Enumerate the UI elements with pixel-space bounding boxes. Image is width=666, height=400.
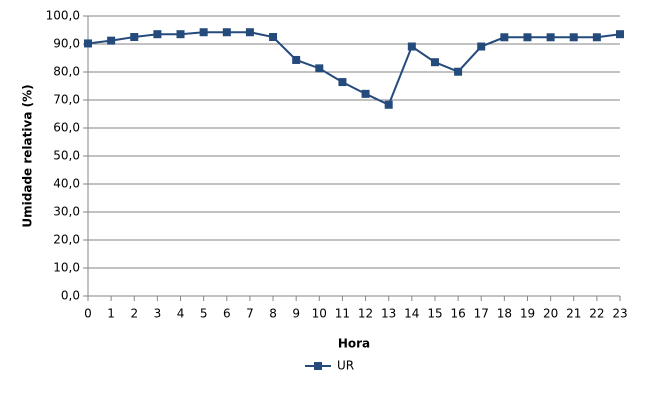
point-marker [500,33,509,42]
x-tick-label: 8 [269,307,277,321]
x-tick-label: 7 [246,307,254,321]
point-marker [546,33,555,42]
point-marker [338,78,347,87]
y-tick-label: 50,0 [53,149,80,163]
y-tick-label: 10,0 [53,261,80,275]
x-tick-label: 15 [427,307,442,321]
point-marker [222,28,231,37]
point-marker [384,100,393,109]
y-tick-label: 60,0 [53,121,80,135]
x-tick-label: 10 [312,307,327,321]
x-tick-label: 16 [450,307,465,321]
x-tick-label: 19 [520,307,535,321]
y-tick-label: 30,0 [53,205,80,219]
point-marker [269,33,278,41]
x-tick-label: 12 [358,307,373,321]
point-marker [107,36,116,45]
x-tick-label: 1 [107,307,115,321]
y-tick-label: 90,0 [53,37,80,51]
x-axis-title: Hora [338,337,370,351]
point-marker [153,30,162,39]
y-tick-label: 70,0 [53,93,80,107]
point-marker [292,55,301,64]
x-tick-label: 6 [223,307,231,321]
x-tick-label: 20 [543,307,558,321]
x-tick-label: 4 [177,307,185,321]
x-tick-label: 3 [154,307,162,321]
point-marker [407,42,416,51]
x-tick-label: 2 [130,307,138,321]
y-tick-label: 20,0 [53,233,80,247]
x-tick-label: 23 [612,307,627,321]
point-marker [454,67,463,76]
point-marker [361,89,370,98]
y-tick-label: 100,0 [46,9,80,23]
point-marker [315,64,324,73]
x-tick-label: 18 [497,307,512,321]
point-marker [84,39,92,48]
legend-label: UR [337,359,354,373]
point-marker [569,33,578,42]
legend-marker [314,362,322,370]
x-tick-label: 14 [404,307,419,321]
x-tick-label: 9 [292,307,300,321]
point-marker [592,33,601,42]
x-tick-label: 5 [200,307,208,321]
series-line [87,31,621,107]
y-tick-label: 80,0 [53,65,80,79]
x-tick-label: 21 [566,307,581,321]
point-marker [616,30,624,39]
point-marker [245,28,254,37]
x-tick-label: 22 [589,307,604,321]
y-tick-label: 0,0 [61,289,80,303]
y-tick-label: 40,0 [53,177,80,191]
point-marker [176,30,185,39]
point-marker [430,58,439,67]
x-tick-label: 17 [474,307,489,321]
point-marker [199,28,208,37]
y-axis-title: Umidade relativa (%) [21,84,35,227]
point-marker [130,33,139,41]
point-marker [477,42,486,51]
x-tick-label: 0 [84,307,92,321]
x-tick-label: 13 [381,307,396,321]
x-tick-label: 11 [335,307,350,321]
point-marker [523,33,532,42]
